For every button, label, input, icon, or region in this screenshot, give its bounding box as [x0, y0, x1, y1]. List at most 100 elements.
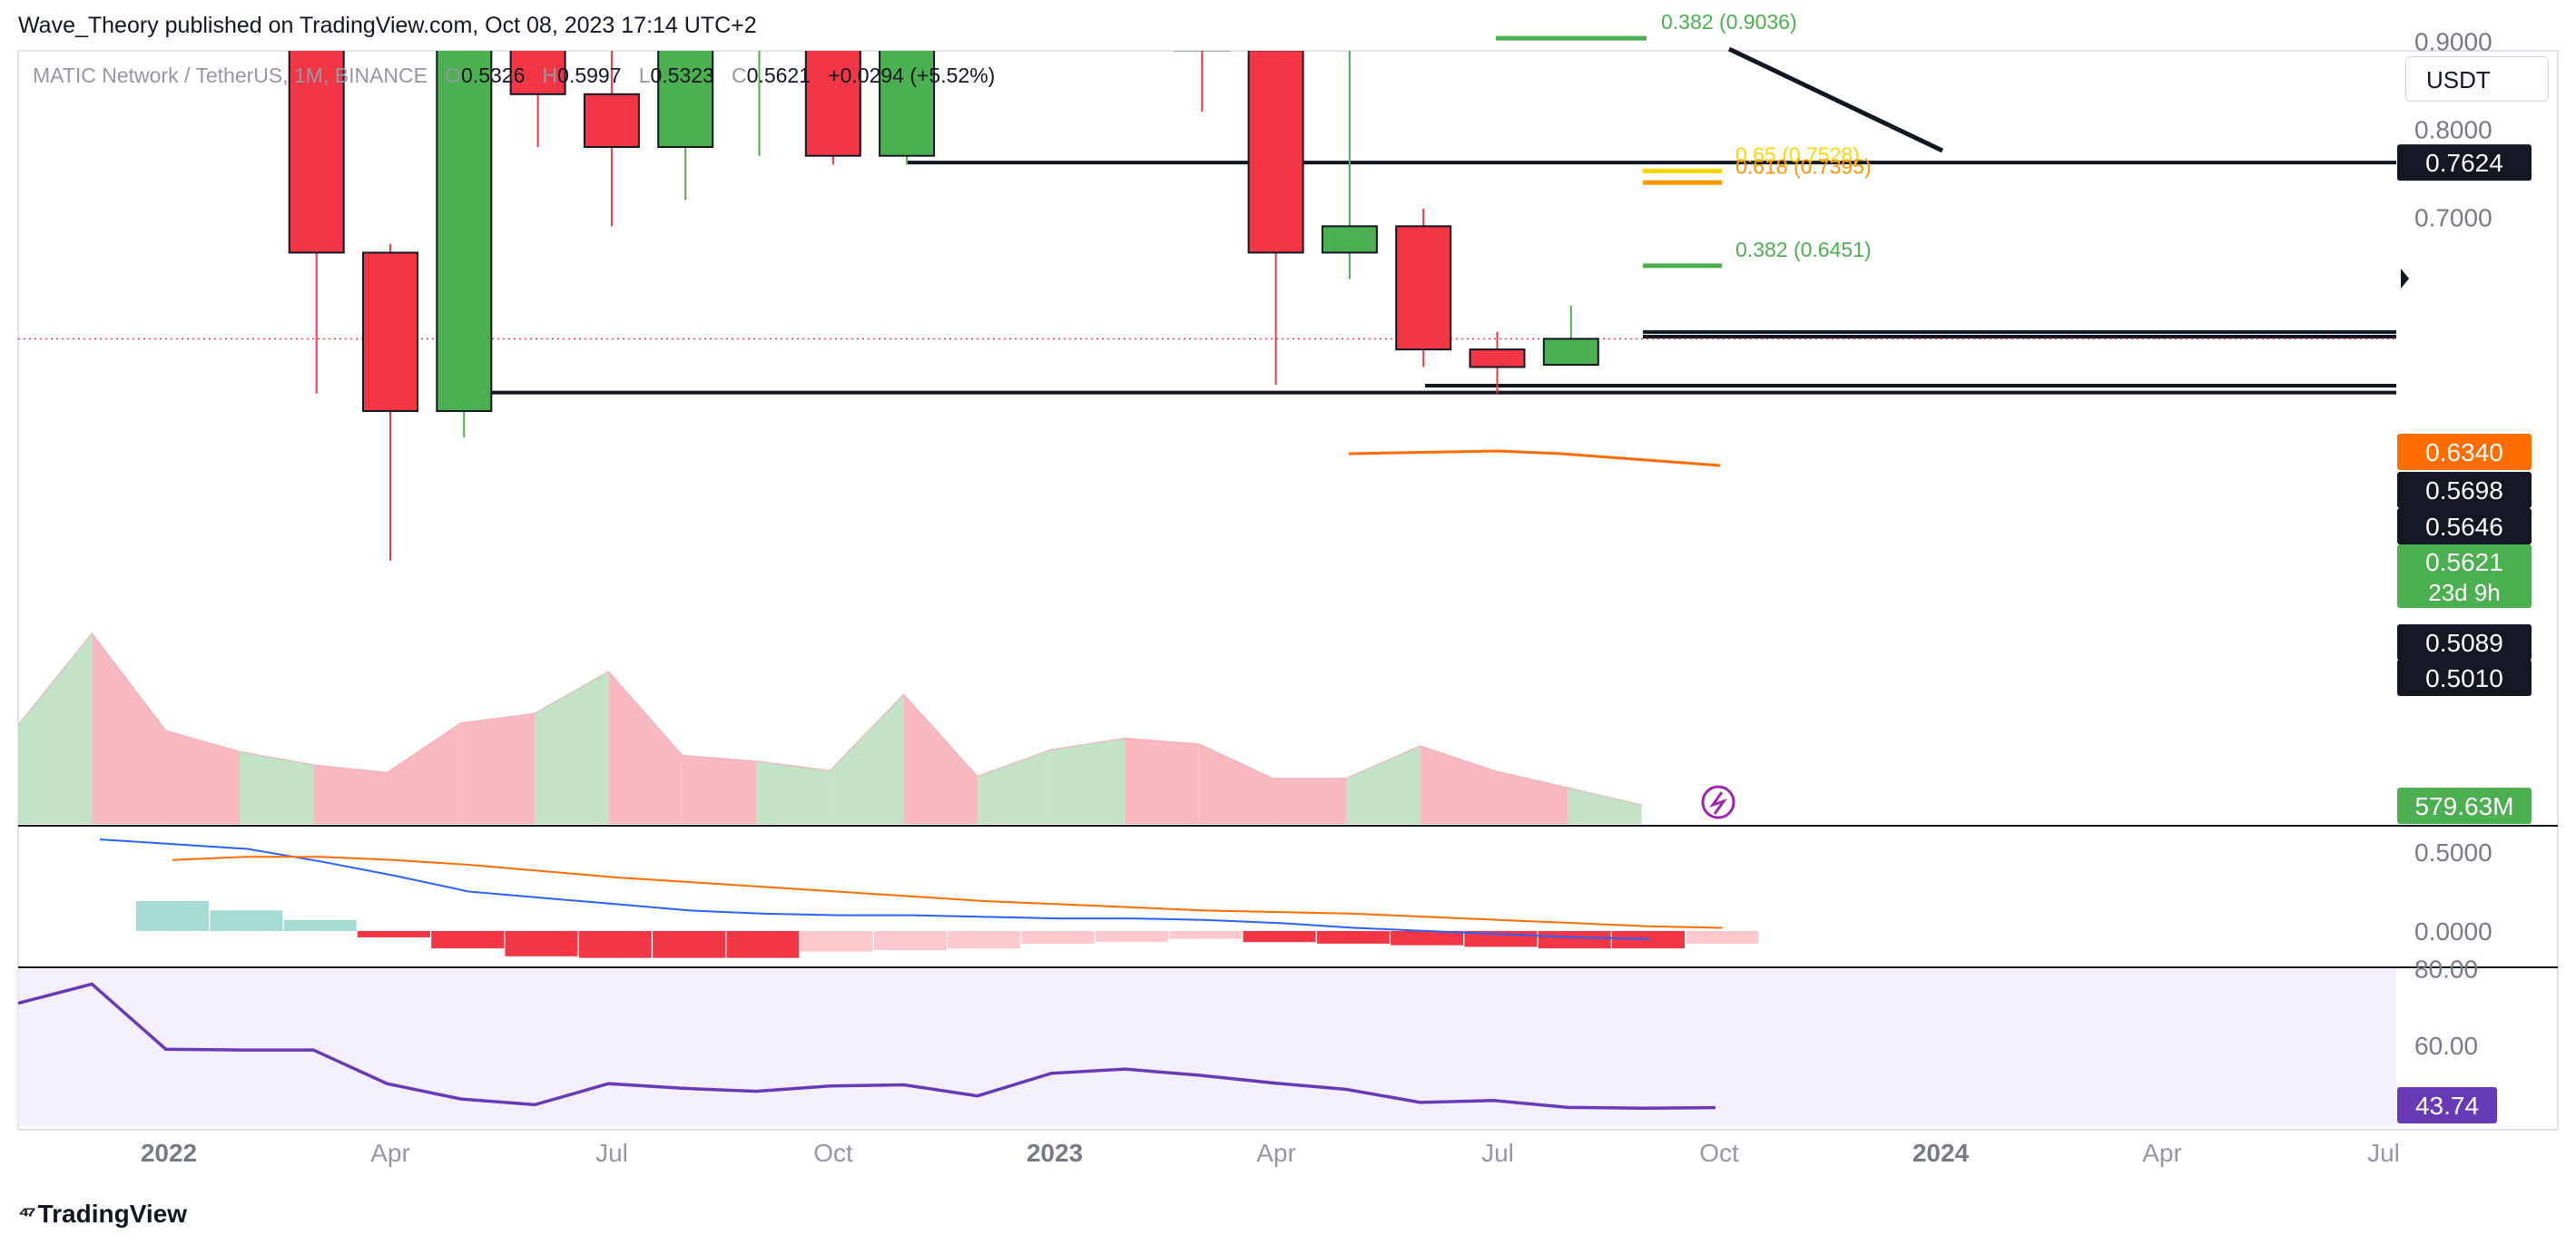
fibonacci-label: 0.618 (0.7395): [1735, 154, 1872, 178]
low-value: 0.5323: [650, 64, 714, 87]
volume-segment: [903, 694, 978, 824]
last-price-tag-bg: [2397, 544, 2532, 608]
macd-histogram-bar: [1021, 931, 1095, 944]
volume-tag: 579.63M: [2415, 792, 2514, 820]
fibonacci-label: 0.65 (0.7528): [1735, 142, 1860, 166]
fibonacci-levels: 0.382 (0.9036) 0.65 (0.7528)0.618 (0.7395…: [1496, 10, 1872, 269]
macd-tick-label: 0.0000: [2414, 917, 2492, 946]
time-tick-label: Oct: [1699, 1139, 1739, 1167]
volume-segment: [92, 633, 166, 824]
axis-marker-icon: [2401, 269, 2409, 289]
symbol-legend: MATIC Network / TetherUS, 1M, BINANCE O0…: [33, 64, 996, 87]
volume-segment: [1125, 738, 1199, 824]
macd-histogram-bar: [1169, 931, 1243, 939]
volume-segment: [165, 730, 240, 824]
volume-segment: [1198, 743, 1273, 824]
macd-histogram-bar: [357, 931, 430, 937]
level-0-5698-tag: 0.5698: [2425, 476, 2503, 505]
macd-pane: [99, 838, 1759, 958]
volume-segment: [1051, 738, 1126, 824]
level-0-7624-tag: 0.7624: [2425, 149, 2503, 177]
high-value: 0.5997: [557, 64, 622, 87]
macd-histogram-bar: [283, 919, 357, 931]
candle-body: [1542, 338, 1599, 366]
level-0-5010-tag: 0.5010: [2425, 664, 2503, 692]
volume-segment: [535, 672, 609, 824]
ma-price-tag-bg: [2397, 434, 2532, 470]
macd-histogram-bar: [210, 910, 283, 931]
rsi-tag-bg: [2397, 1087, 2497, 1123]
level-0-5698-tag-bg: [2397, 472, 2532, 508]
moving-average-line: [1348, 449, 1721, 467]
volume-segment: [830, 694, 904, 824]
volume-segment: [239, 751, 314, 824]
level-0-5646-tag-bg: [2397, 508, 2532, 544]
macd-histogram-bar: [726, 931, 800, 958]
level-0-5010-tag-bg: [2397, 660, 2532, 696]
volume-segment: [387, 722, 461, 824]
horizontal-levels: [18, 46, 2396, 467]
time-tick-label: Apr: [370, 1139, 410, 1167]
level-0-5089-tag-bg: [2397, 624, 2532, 661]
candle-body: [657, 51, 714, 148]
open-value: 0.5326: [461, 64, 526, 87]
ma-price-tag: 0.6340: [2425, 438, 2503, 466]
candle-body: [288, 51, 345, 254]
currency-button[interactable]: USDT: [2405, 56, 2549, 102]
macd-histogram-bar: [136, 900, 209, 931]
candle-body: [804, 51, 861, 157]
macd-histogram-bar: [1316, 931, 1390, 944]
macd-histogram-bar: [431, 931, 505, 949]
volume-area: [17, 632, 1642, 824]
rsi-line: [17, 982, 1716, 1110]
time-tick-label: Oct: [813, 1139, 853, 1167]
tradingview-logo[interactable]: ⁴⁷ TradingView: [18, 1200, 187, 1229]
volume-segment: [18, 633, 93, 824]
last-price-label: 0.5621: [2425, 548, 2503, 576]
level-0-5089-tag: 0.5089: [2425, 629, 2503, 657]
rsi-tick-label: 80.00: [2414, 956, 2478, 984]
candles: [288, 51, 1599, 561]
macd-histogram-bar: [1243, 931, 1316, 943]
rsi-value-label: 43.74: [2415, 1092, 2479, 1120]
time-tick-label: Apr: [1256, 1139, 1296, 1167]
macd-tick-label: 0.5000: [2414, 838, 2492, 867]
price-tick-label: 0.8000: [2414, 116, 2492, 144]
tradingview-brand: TradingView: [37, 1200, 188, 1228]
level-0-5646-tag: 0.5646: [2425, 513, 2503, 541]
tradingview-logo-icon: ⁴⁷: [18, 1200, 35, 1228]
macd-histogram-bar: [578, 931, 652, 958]
fibonacci-label: 0.382 (0.9036): [1661, 10, 1797, 34]
volume-tag-bg: [2397, 788, 2532, 824]
volume-segment: [1568, 788, 1642, 824]
publisher-line: Wave_Theory published on TradingView.com…: [18, 13, 757, 38]
fibonacci-label: 0.382 (0.6451): [1735, 238, 1872, 261]
macd-histogram-bar: [800, 931, 873, 952]
close-value: 0.5621: [746, 64, 811, 87]
trend-line: [1727, 46, 1944, 153]
candle-body: [436, 51, 493, 412]
candle-body: [509, 51, 566, 95]
macd-histogram-bar: [1686, 931, 1759, 944]
candle-body: [1395, 225, 1452, 351]
symbol-name: MATIC Network / TetherUS, 1M, BINANCE: [33, 64, 428, 87]
countdown-label: 23d 9h: [2428, 579, 2501, 606]
macd-histogram-bar: [948, 931, 1021, 949]
volume-segment: [313, 764, 388, 824]
price-labels: 0.7624 0.6340 0.5698 0.5646 0.5621 23d 9h 0.50…: [1701, 144, 2532, 1123]
candle-body: [362, 251, 418, 412]
macd-histogram-bar: [1391, 931, 1464, 946]
candle-body: [1247, 51, 1304, 254]
time-tick-label: Jul: [2367, 1139, 2400, 1167]
volume-segment: [977, 750, 1052, 824]
rsi-tick-label: 60.00: [2414, 1032, 2478, 1060]
candle-body: [879, 51, 936, 157]
volume-segment: [1420, 745, 1494, 824]
change-value: +0.0294 (+5.52%): [828, 64, 996, 87]
time-tick-label: 2023: [1027, 1139, 1083, 1167]
candle-body: [1321, 225, 1378, 254]
level-0-7624-tag-bg: [2397, 144, 2532, 181]
time-tick-label: Apr: [2142, 1139, 2182, 1167]
macd-line: [99, 838, 1650, 940]
macd-histogram-bar: [505, 931, 578, 956]
